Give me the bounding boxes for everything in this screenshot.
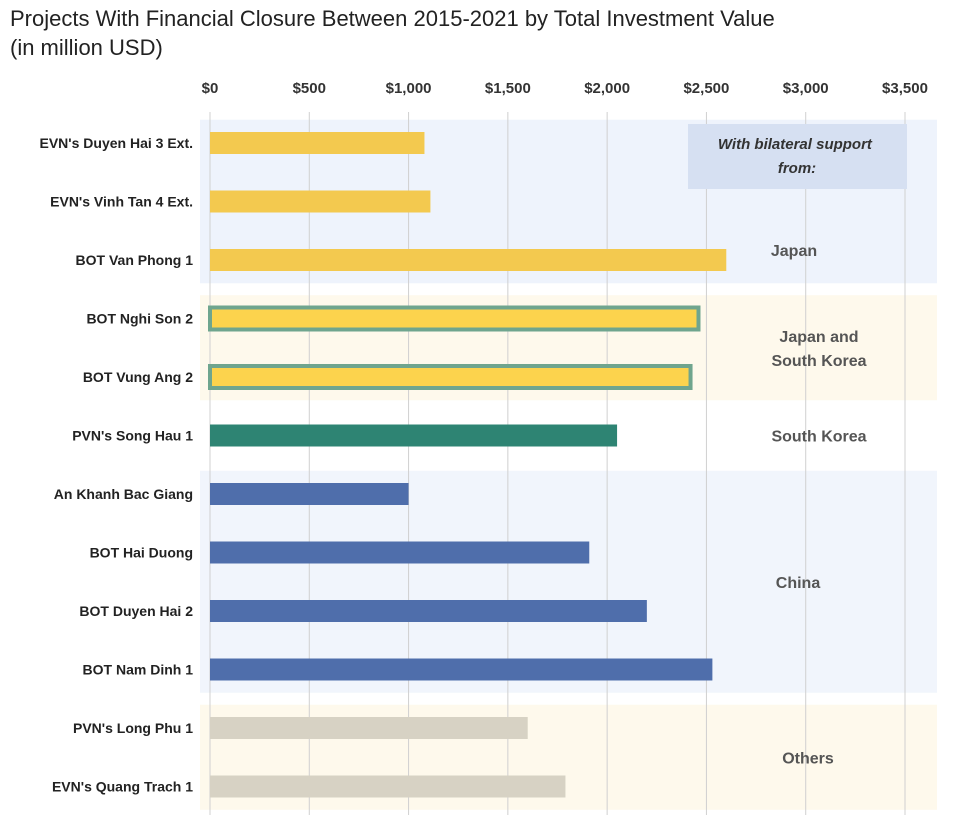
group-label-line: Japan (771, 243, 817, 260)
group-band-3 (200, 470, 937, 693)
category-label: PVN's Song Hau 1 (72, 428, 193, 444)
x-tick-label: $1,500 (485, 80, 531, 97)
category-label: BOT Nam Dinh 1 (83, 662, 194, 678)
group-label-line: Japan and (779, 329, 858, 346)
bar (210, 424, 618, 447)
group-label-line: China (776, 575, 821, 592)
bars (208, 132, 727, 798)
support-header-background (688, 124, 907, 189)
x-tick-label: $0 (202, 80, 219, 97)
category-label: PVN's Long Phu 1 (73, 720, 193, 736)
group-label: China (776, 575, 821, 592)
bar (208, 364, 693, 390)
x-tick-label: $2,000 (584, 80, 630, 97)
chart-title-line: Projects With Financial Closure Between … (10, 6, 775, 31)
x-tick-label: $500 (293, 80, 326, 97)
bar (210, 483, 409, 505)
group-label: South Korea (771, 429, 866, 446)
gridlines (209, 112, 906, 815)
chart-subtitle: (in million USD) (10, 35, 163, 60)
bar (210, 132, 425, 154)
category-labels: EVN's Duyen Hai 3 Ext. EVN's Vinh Tan 4 E… (40, 135, 194, 795)
category-label: BOT Nghi Son 2 (86, 311, 193, 327)
category-label: BOT Van Phong 1 (76, 252, 194, 268)
group-label-line: South Korea (771, 429, 866, 446)
bar (210, 600, 647, 622)
category-label: EVN's Duyen Hai 3 Ext. (40, 135, 194, 151)
group-label-line: Others (782, 750, 834, 767)
bar (210, 775, 566, 798)
chart-title: Projects With Financial Closure Between … (10, 4, 950, 62)
support-header-box: With bilateral support from: (688, 124, 907, 189)
group-label: Japan (771, 243, 817, 260)
category-label: EVN's Quang Trach 1 (52, 779, 193, 795)
bar (210, 249, 727, 271)
group-labels: Japan Japan and South Korea South Korea Chin… (771, 243, 867, 767)
category-label: BOT Duyen Hai 2 (79, 603, 193, 619)
category-label: BOT Hai Duong (90, 545, 193, 561)
group-bands (200, 119, 937, 810)
group-label: Others (782, 750, 834, 767)
category-label: BOT Vung Ang 2 (83, 369, 193, 385)
bar (210, 717, 528, 739)
x-tick-label: $3,000 (783, 80, 829, 97)
category-label: An Khanh Bac Giang (54, 486, 193, 502)
group-label: Japan and South Korea (771, 329, 866, 370)
support-header-text: With bilateral support from: (718, 136, 876, 177)
x-tick-label: $2,500 (683, 80, 729, 97)
bar (210, 541, 590, 564)
category-label: EVN's Vinh Tan 4 Ext. (50, 194, 193, 210)
bar (208, 305, 701, 332)
x-tick-label: $3,500 (882, 80, 928, 97)
group-label-line: South Korea (771, 353, 866, 370)
bar (210, 658, 713, 681)
x-axis-ticks: $0 $500 $1,000 $1,500 $2,000 $2,500 $3,000 $3,5… (202, 80, 928, 97)
bar (210, 190, 431, 213)
x-tick-label: $1,000 (386, 80, 432, 97)
